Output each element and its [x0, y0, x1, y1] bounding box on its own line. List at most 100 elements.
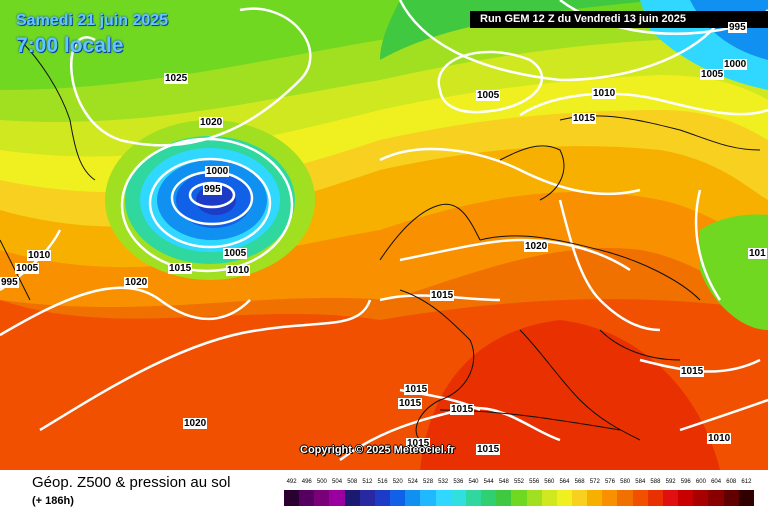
pressure-label: 1005: [223, 248, 248, 259]
scale-level-label: 492: [286, 479, 297, 485]
scale-level-label: 504: [332, 479, 343, 485]
run-info-banner: Run GEM 12 Z du Vendredi 13 juin 2025: [470, 11, 768, 28]
pressure-label: 1015: [450, 404, 475, 415]
scale-level-label: 512: [362, 479, 373, 485]
scale-swatch: [435, 490, 451, 506]
scale-level-label: 608: [726, 479, 737, 485]
scale-swatch: [359, 490, 375, 506]
scale-swatch: [541, 490, 557, 506]
scale-swatch: [420, 490, 436, 506]
scale-level-label: 544: [483, 479, 494, 485]
scale-swatch: [284, 490, 300, 506]
scale-swatch: [405, 490, 421, 506]
scale-swatch: [662, 490, 679, 506]
scale-swatch: [314, 490, 330, 506]
pressure-label: 1010: [226, 265, 251, 276]
scale-level-label: 528: [423, 479, 434, 485]
pressure-label: 1015: [572, 113, 597, 124]
weather-map: Samedi 21 juin 2025 7:00 locale Run GEM …: [0, 0, 768, 470]
pressure-label: 1015: [168, 263, 193, 274]
scale-level-label: 508: [347, 479, 358, 485]
pressure-label: 1010: [592, 88, 617, 99]
scale-swatch: [647, 490, 663, 506]
scale-level-label: 604: [711, 479, 722, 485]
copyright-notice: Copyright © 2025 Meteociel.fr: [300, 444, 455, 456]
pressure-label: 995: [728, 22, 747, 33]
pressure-label: 1015: [404, 384, 429, 395]
scale-level-label: 588: [650, 479, 661, 485]
pressure-label: 1015: [680, 366, 705, 377]
scale-level-label: 536: [453, 479, 464, 485]
scale-swatch: [723, 490, 739, 506]
scale-swatch: [708, 490, 724, 506]
scale-swatch: [481, 490, 497, 506]
forecast-time: 7:00 locale: [16, 34, 124, 57]
pressure-label: 1005: [700, 69, 725, 80]
scale-level-label: 500: [316, 479, 327, 485]
pressure-label: 1015: [430, 290, 455, 301]
forecast-lead-time: (+ 186h): [32, 495, 74, 507]
scale-level-label: 548: [498, 479, 509, 485]
scale-swatch: [693, 490, 709, 506]
scale-level-label: 572: [589, 479, 600, 485]
pressure-label: 1015: [476, 444, 501, 455]
scale-level-label: 596: [680, 479, 691, 485]
forecast-date: Samedi 21 juin 2025: [16, 12, 169, 29]
scale-swatch: [602, 490, 618, 506]
scale-level-label: 516: [377, 479, 388, 485]
pressure-label: 1025: [164, 73, 189, 84]
scale-level-label: 580: [620, 479, 631, 485]
legend-title: Géop. Z500 & pression au sol: [32, 474, 231, 491]
pressure-label: 995: [0, 277, 19, 288]
scale-swatch: [738, 490, 754, 506]
pressure-label: 1020: [199, 117, 224, 128]
scale-level-label: 568: [574, 479, 585, 485]
scale-level-label: 540: [468, 479, 479, 485]
scale-level-label: 556: [529, 479, 540, 485]
pressure-label: 995: [203, 184, 222, 195]
scale-swatch: [678, 490, 694, 506]
scale-swatch: [390, 490, 406, 506]
scale-swatch: [556, 490, 572, 506]
pressure-label: 1015: [406, 438, 431, 449]
scale-swatch: [511, 490, 527, 506]
scale-swatch: [526, 490, 542, 506]
scale-level-label: 564: [559, 479, 570, 485]
pressure-label: 1005: [476, 90, 501, 101]
color-scale-bar: [284, 490, 754, 506]
scale-level-label: 576: [604, 479, 615, 485]
scale-level-label: 612: [741, 479, 752, 485]
pressure-label: 1000: [723, 59, 748, 70]
scale-level-label: 520: [392, 479, 403, 485]
scale-swatch: [496, 490, 512, 506]
scale-swatch: [450, 490, 466, 506]
pressure-label: 1010: [707, 433, 732, 444]
scale-level-label: 600: [695, 479, 706, 485]
legend-panel: Géop. Z500 & pression au sol (+ 186h) 49…: [0, 470, 768, 512]
pressure-label: 1010: [27, 250, 52, 261]
scale-swatch: [374, 490, 391, 506]
scale-swatch: [344, 490, 360, 506]
scale-level-label: 524: [407, 479, 418, 485]
pressure-label: 1020: [183, 418, 208, 429]
pressure-label: 1000: [205, 166, 230, 177]
scale-swatch: [465, 490, 482, 506]
scale-swatch: [632, 490, 648, 506]
pressure-label: 1020: [524, 241, 549, 252]
scale-level-label: 552: [513, 479, 525, 485]
scale-swatch: [329, 490, 345, 506]
scale-swatch: [571, 490, 588, 506]
scale-level-label: 584: [635, 479, 646, 485]
pressure-label: 1015: [398, 398, 423, 409]
color-scale-labels: 492 496 500 504 508 512 516 520 524 528 532 536 540 5…: [284, 479, 754, 489]
scale-level-label: 592: [665, 479, 676, 485]
pressure-label: 101: [748, 248, 767, 259]
pressure-label: 1005: [15, 263, 40, 274]
scale-swatch: [299, 490, 315, 506]
map-canvas: [0, 0, 768, 470]
scale-level-label: 560: [544, 479, 555, 485]
pressure-label: 1020: [124, 277, 149, 288]
scale-level-label: 496: [301, 479, 312, 485]
scale-swatch: [617, 490, 633, 506]
scale-swatch: [587, 490, 603, 506]
